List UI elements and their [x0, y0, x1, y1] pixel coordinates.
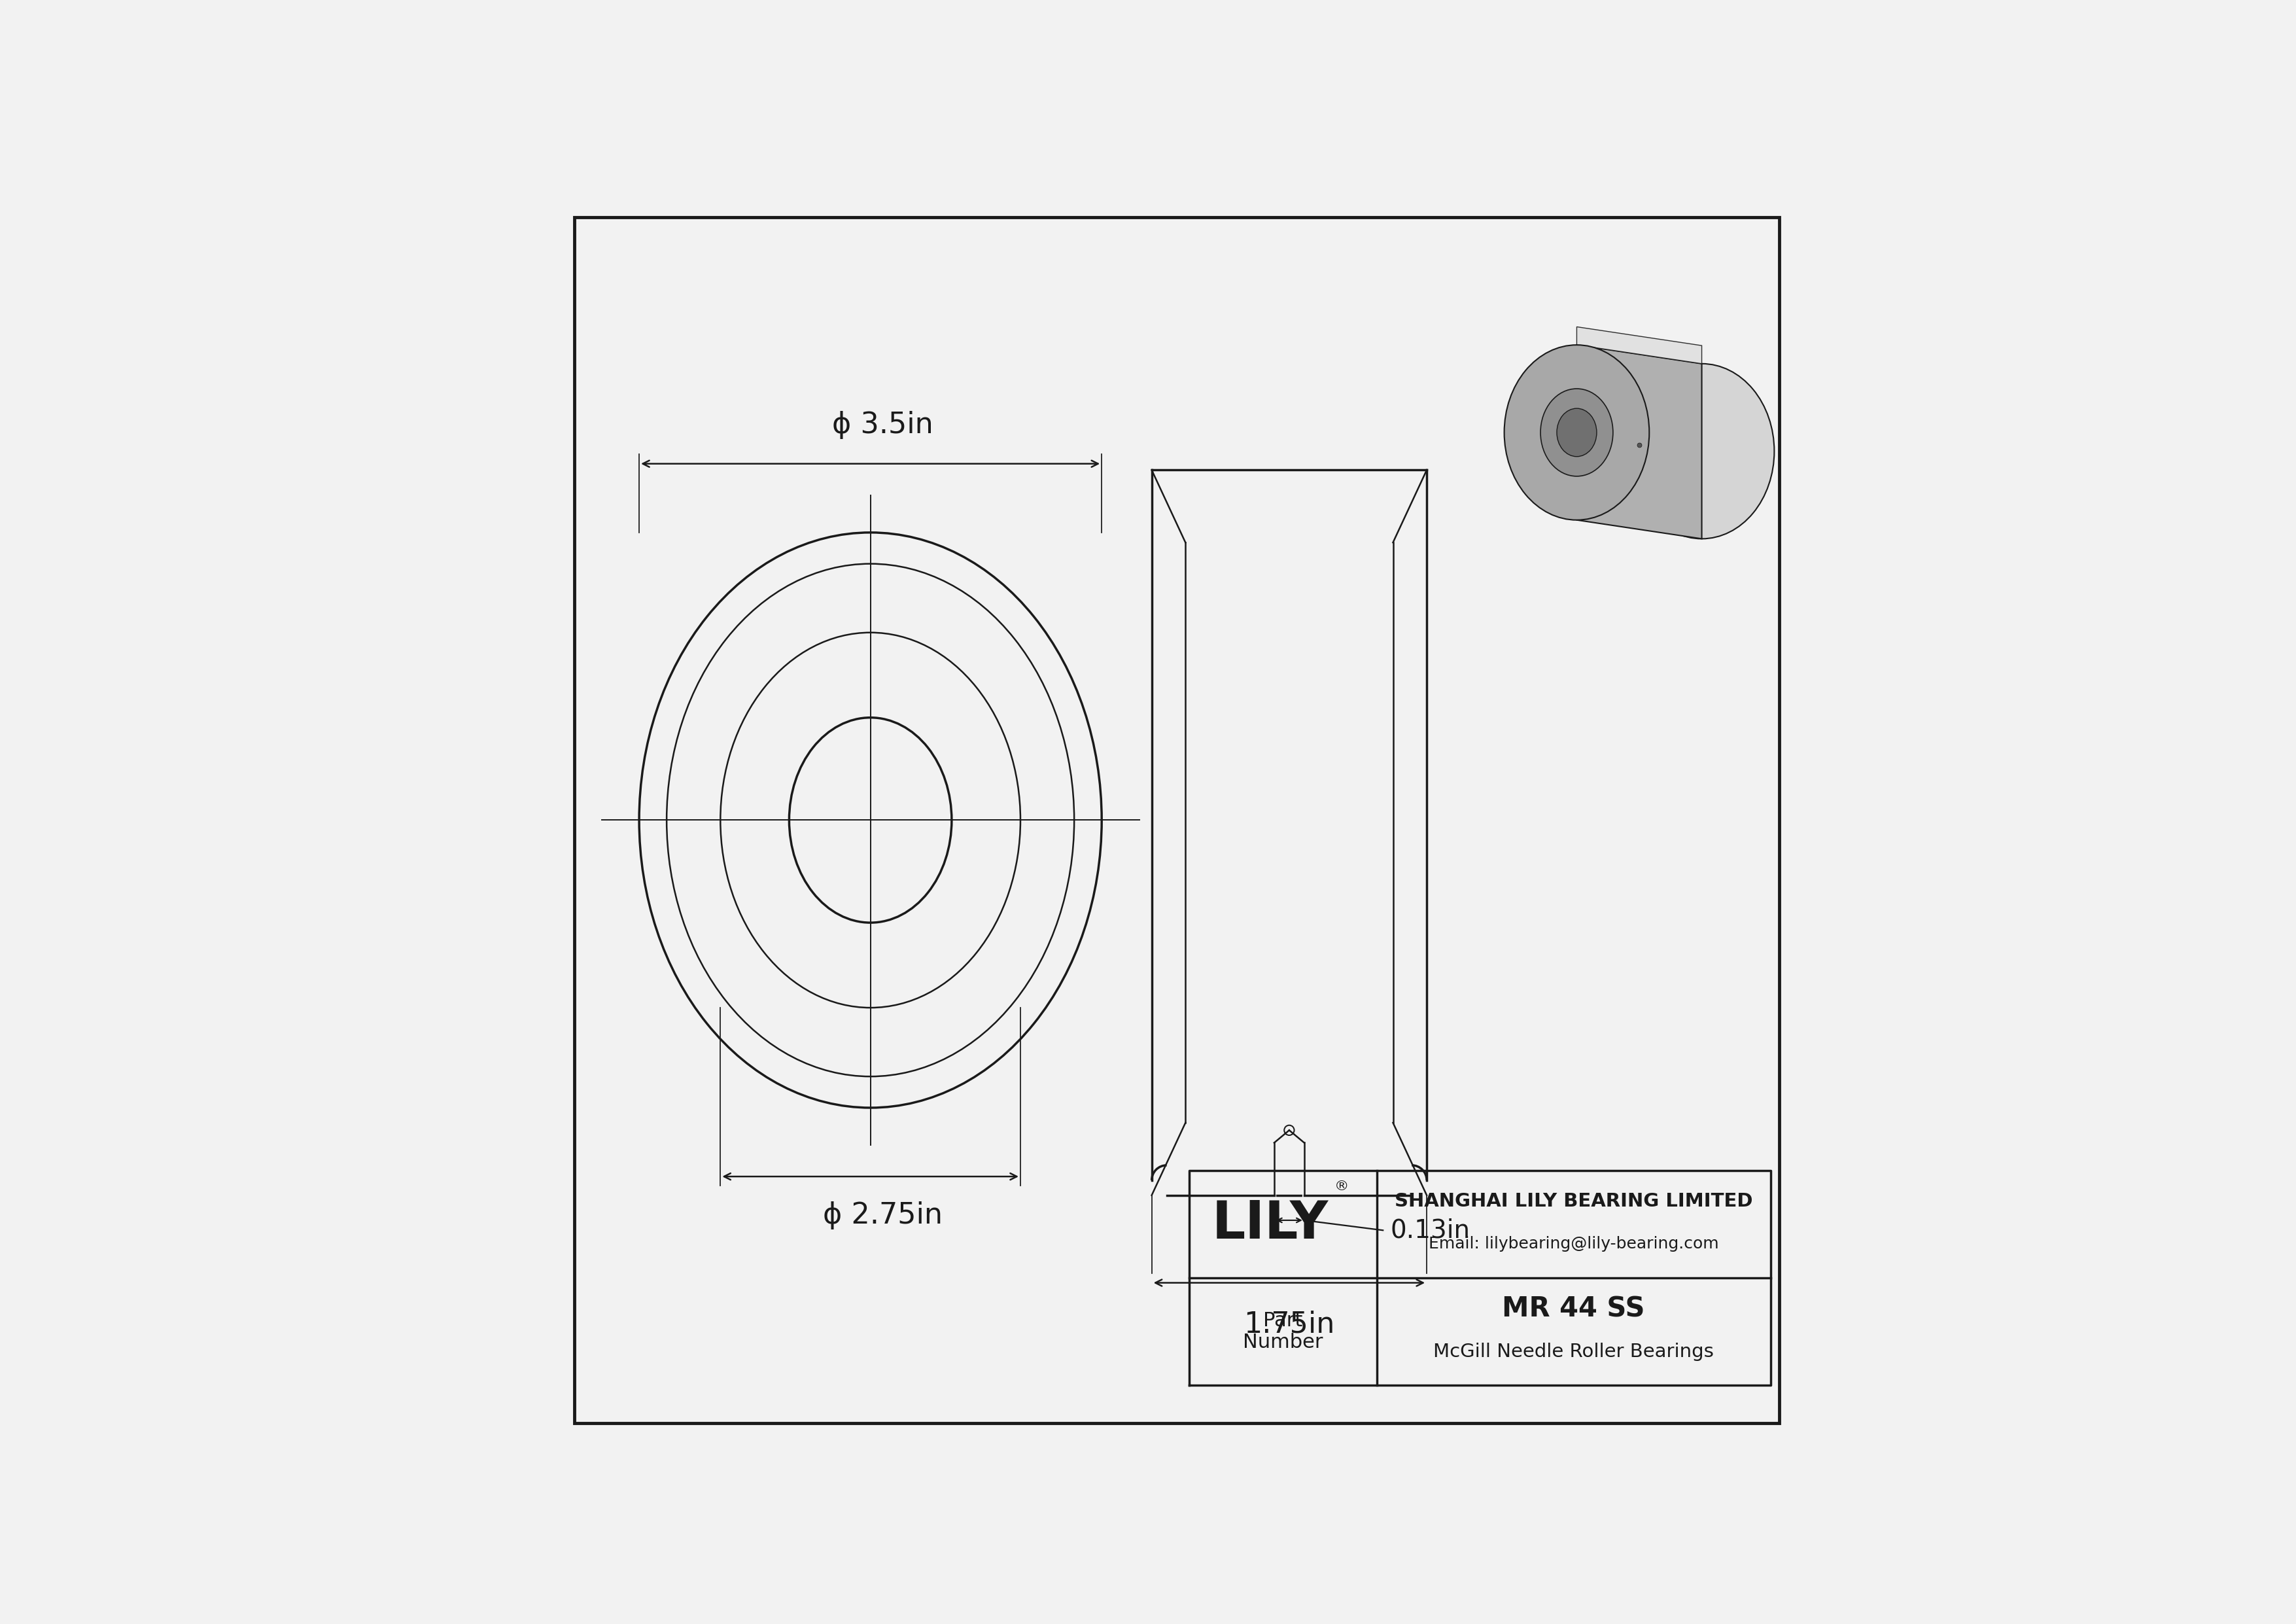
- Ellipse shape: [1504, 344, 1649, 520]
- Text: 1.75in: 1.75in: [1244, 1311, 1334, 1338]
- Text: 0.13in: 0.13in: [1391, 1218, 1469, 1242]
- Ellipse shape: [1541, 388, 1614, 476]
- Ellipse shape: [1609, 422, 1644, 453]
- Text: ϕ 2.75in: ϕ 2.75in: [822, 1202, 944, 1229]
- Ellipse shape: [1630, 364, 1775, 539]
- Text: MR 44 SS: MR 44 SS: [1502, 1296, 1644, 1324]
- Text: McGill Needle Roller Bearings: McGill Needle Roller Bearings: [1433, 1343, 1713, 1361]
- Text: SHANGHAI LILY BEARING LIMITED: SHANGHAI LILY BEARING LIMITED: [1394, 1192, 1752, 1210]
- Polygon shape: [1577, 417, 1628, 453]
- Text: LILY: LILY: [1212, 1199, 1329, 1249]
- Polygon shape: [1577, 326, 1701, 364]
- Text: Email: lilybearing@lily-bearing.com: Email: lilybearing@lily-bearing.com: [1428, 1236, 1720, 1252]
- Text: Part
Number: Part Number: [1242, 1311, 1322, 1353]
- Ellipse shape: [1557, 408, 1596, 456]
- Text: ϕ 3.5in: ϕ 3.5in: [833, 411, 934, 438]
- Text: ®: ®: [1334, 1181, 1350, 1194]
- Polygon shape: [1577, 344, 1701, 539]
